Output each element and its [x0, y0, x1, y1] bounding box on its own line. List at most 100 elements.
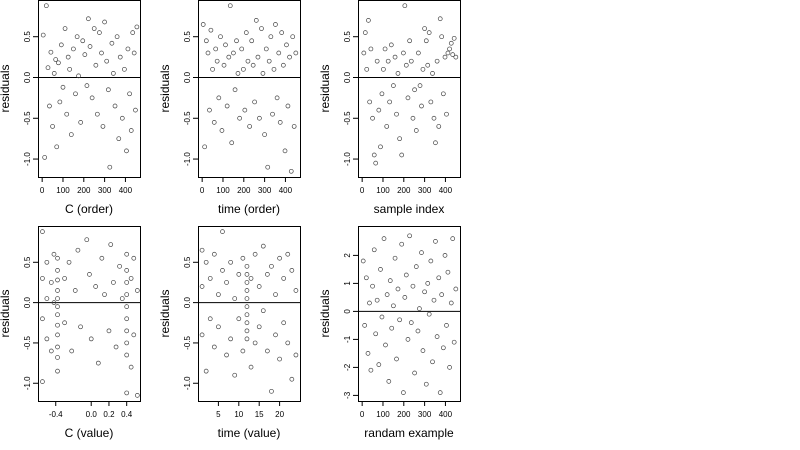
data-point: [417, 306, 422, 311]
data-point: [216, 292, 221, 297]
data-point: [124, 148, 129, 154]
x-axis-label: time (value): [218, 426, 281, 440]
data-point: [207, 316, 213, 322]
data-point: [124, 352, 130, 358]
data-point: [365, 351, 371, 356]
y-tick-label: 0.5: [183, 256, 192, 268]
data-point: [244, 304, 250, 309]
data-point: [273, 292, 278, 297]
y-tick-label: 0.0: [343, 71, 352, 83]
data-point: [253, 18, 259, 23]
data-point: [125, 46, 131, 52]
data-point: [127, 91, 132, 97]
x-tick-label: 200: [77, 186, 91, 195]
data-point: [422, 289, 427, 295]
panel-1: 0 100 200 300 400 -1.0 -0.5 0.0 0.5 C (order) resi…: [0, 0, 141, 216]
data-point: [234, 38, 239, 44]
data-point: [102, 292, 107, 297]
data-point: [94, 111, 100, 117]
data-point: [221, 62, 227, 68]
data-point: [255, 54, 261, 60]
data-point: [244, 328, 250, 334]
data-point: [124, 304, 130, 309]
data-point: [220, 229, 225, 234]
plot-frame: [38, 226, 141, 402]
y-tick-label: -1.0: [183, 152, 192, 166]
data-point: [271, 66, 277, 72]
data-point: [416, 50, 421, 56]
y-axis-label: residuals: [318, 64, 332, 112]
data-point: [111, 280, 116, 285]
x-tick-label: -0.4: [49, 410, 63, 419]
data-point: [224, 352, 229, 358]
x-tick-label: 200: [237, 186, 251, 195]
data-point: [256, 324, 262, 330]
data-point: [218, 34, 223, 40]
data-point: [401, 50, 406, 56]
data-point: [262, 132, 267, 137]
data-point: [89, 95, 95, 101]
x-tick-label: 15: [255, 410, 264, 419]
data-point: [124, 251, 130, 257]
data-point: [124, 316, 130, 322]
y-tick-label: -1.0: [183, 376, 192, 390]
data-point: [373, 160, 379, 166]
data-point: [55, 268, 60, 273]
data-point: [394, 111, 399, 117]
data-point: [55, 304, 60, 309]
data-point: [260, 243, 266, 249]
data-point: [366, 18, 371, 23]
data-point: [447, 46, 452, 52]
data-point: [211, 120, 217, 125]
y-axis-label: residuals: [158, 289, 172, 337]
x-tick-label: 0.0: [86, 410, 98, 419]
data-point: [248, 276, 254, 281]
data-point: [386, 379, 392, 384]
data-point: [273, 22, 278, 27]
data-point: [106, 328, 112, 334]
data-point: [232, 87, 238, 93]
data-point: [245, 58, 251, 64]
data-point: [44, 296, 50, 301]
data-point: [444, 111, 449, 117]
data-point: [362, 323, 368, 328]
data-point: [410, 283, 416, 289]
data-point: [252, 251, 258, 257]
data-point: [442, 54, 448, 60]
y-tick-label: 0: [343, 309, 352, 314]
data-point: [451, 339, 457, 345]
data-point: [397, 136, 402, 142]
x-tick-label: 300: [418, 186, 432, 195]
plot-frame: [358, 226, 461, 402]
data-point: [203, 368, 209, 374]
data-point: [268, 34, 274, 40]
data-point: [433, 239, 438, 244]
data-point: [134, 393, 140, 398]
data-point: [247, 124, 252, 129]
data-point: [447, 365, 452, 370]
data-point: [450, 52, 456, 57]
y-axis-label: residuals: [0, 64, 12, 112]
data-point: [50, 124, 55, 129]
x-tick-label: 0: [200, 186, 205, 195]
data-point: [111, 71, 116, 76]
data-point: [285, 340, 291, 346]
data-point: [392, 54, 398, 60]
data-point: [66, 259, 72, 265]
data-point: [65, 54, 71, 60]
y-tick-label: 0.5: [183, 31, 192, 43]
data-point: [363, 275, 369, 281]
data-point: [368, 367, 374, 373]
data-point: [382, 46, 388, 52]
plot-frame: [198, 226, 301, 402]
data-point: [40, 316, 45, 322]
y-tick-label: 0.5: [23, 31, 32, 43]
data-point: [378, 267, 383, 272]
x-tick-label: 200: [397, 410, 411, 419]
data-point: [428, 258, 434, 264]
data-point: [291, 124, 297, 129]
data-point: [223, 42, 228, 48]
x-axis-label: time (order): [218, 202, 280, 216]
data-point: [55, 296, 60, 301]
data-point: [134, 24, 140, 30]
